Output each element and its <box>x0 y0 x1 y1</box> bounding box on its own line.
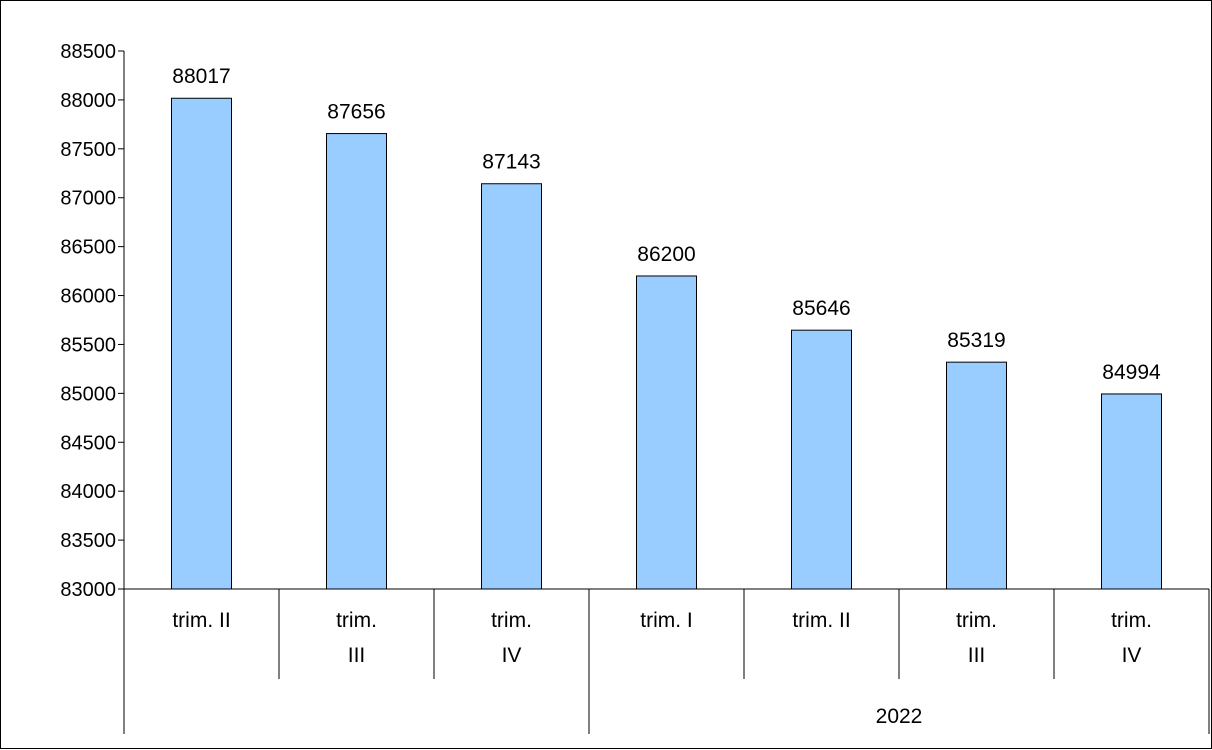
y-tick-label: 84000 <box>60 481 116 503</box>
category-label: III <box>348 644 366 667</box>
category-label: trim. II <box>792 609 850 632</box>
y-tick-label: 87000 <box>60 188 116 210</box>
y-tick-label: 85500 <box>60 334 116 356</box>
bar <box>481 183 542 590</box>
y-axis: 83000 83500 84000 84500 85000 85500 86000 86500… <box>60 41 125 601</box>
bar <box>1101 393 1162 590</box>
bar <box>326 133 387 590</box>
data-label: 87656 <box>327 101 385 124</box>
bar <box>946 361 1007 590</box>
category-label: trim. II <box>172 609 230 632</box>
category-label: IV <box>1122 644 1142 667</box>
data-label: 87143 <box>482 151 540 174</box>
category-label: trim. <box>336 609 377 632</box>
y-tick-label: 88500 <box>60 41 116 63</box>
bar <box>171 97 232 590</box>
data-labels: 88017 87656 87143 86200 85646 85319 84994 <box>172 65 1161 384</box>
data-label: 84994 <box>1102 361 1161 384</box>
group-label: 2022 <box>876 705 923 728</box>
data-label: 86200 <box>637 243 695 266</box>
y-tick-label: 87500 <box>60 139 116 161</box>
data-label: 85646 <box>792 297 850 320</box>
y-tick-label: 86000 <box>60 286 116 308</box>
category-label: trim. <box>491 609 532 632</box>
x-axis: trim. II trim. III trim. IV trim. I trim. II tr… <box>123 588 1210 734</box>
category-label: trim. <box>1111 609 1152 632</box>
category-label: IV <box>502 644 522 667</box>
data-label: 85319 <box>947 329 1005 352</box>
bar <box>636 275 697 590</box>
y-tick-label: 85000 <box>60 383 116 405</box>
category-label: trim. <box>956 609 997 632</box>
y-tick-label: 86500 <box>60 237 116 259</box>
y-tick-label: 83500 <box>60 530 116 552</box>
category-label: III <box>968 644 986 667</box>
y-tick-label: 84500 <box>60 432 116 454</box>
data-label: 88017 <box>172 65 230 88</box>
bar <box>791 329 852 590</box>
y-tick-label: 88000 <box>60 90 116 112</box>
y-tick-label: 83000 <box>60 579 116 601</box>
category-label: trim. I <box>640 609 693 632</box>
bars <box>171 97 1162 590</box>
